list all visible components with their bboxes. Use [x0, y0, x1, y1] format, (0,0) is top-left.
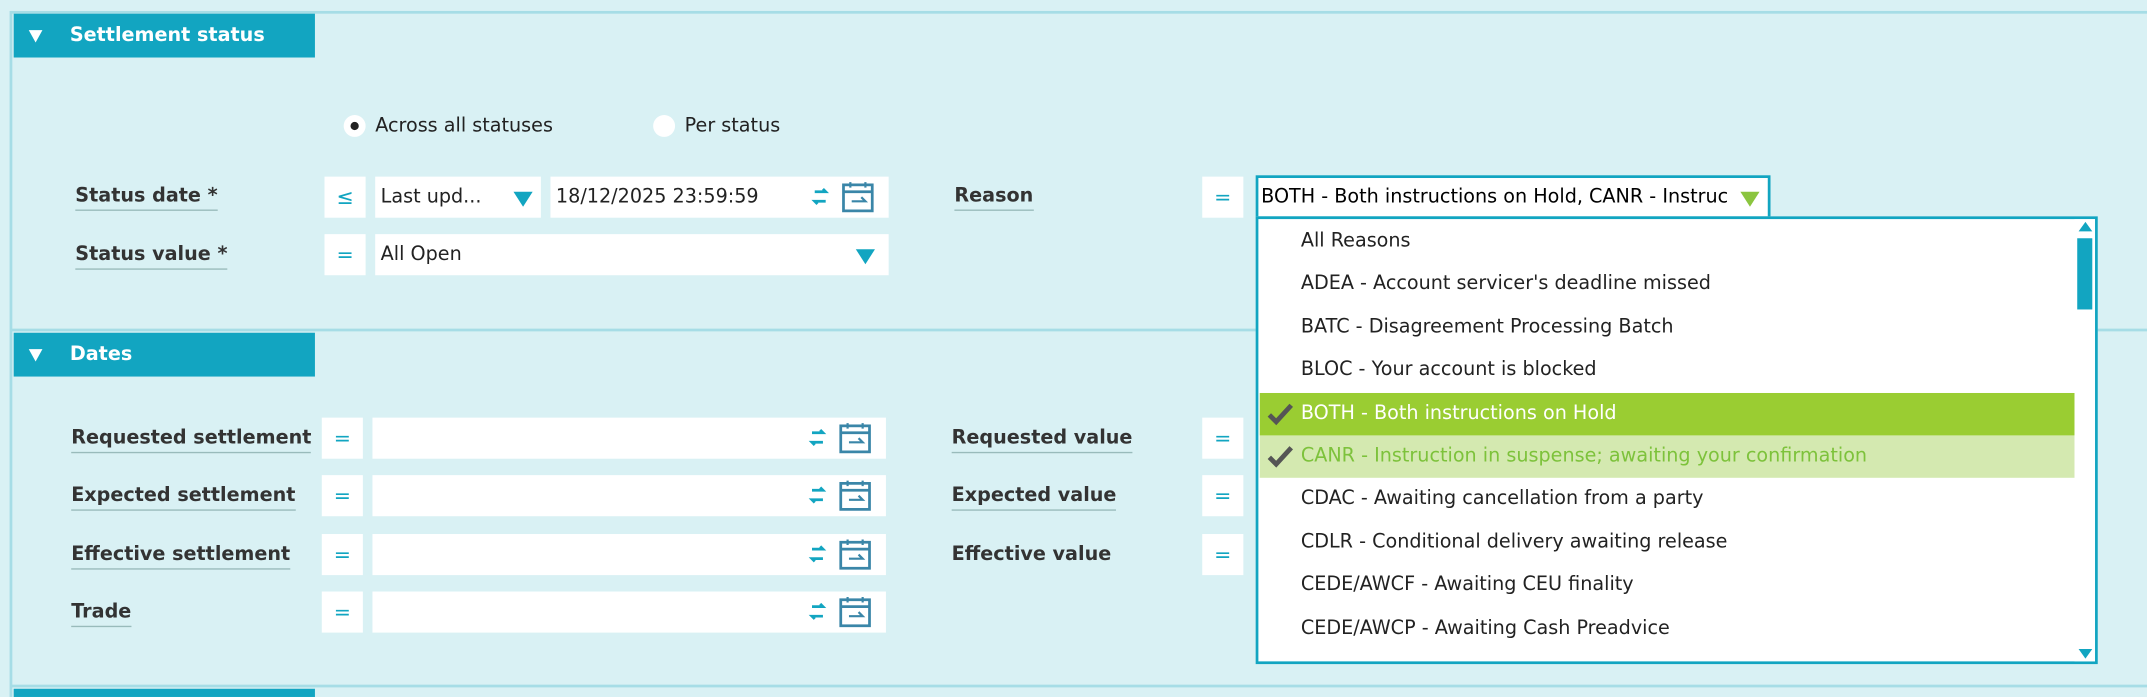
scrollbar[interactable]: [2074, 219, 2096, 662]
operator[interactable]: ≤: [324, 176, 366, 218]
item-label: BOTH - Both instructions on Hold: [1300, 402, 1617, 424]
operator[interactable]: =: [1202, 475, 1244, 517]
radio[interactable]: [343, 115, 366, 137]
operator[interactable]: =: [1202, 417, 1244, 459]
section-title: Dates: [69, 343, 133, 366]
operator[interactable]: =: [324, 234, 366, 276]
dropdown-item[interactable]: CANR - Instruction in suspense; awaiting…: [1259, 435, 2075, 479]
select[interactable]: Last upd...: [375, 176, 541, 218]
select-value: BOTH - Both instructions on Hold, CANR -…: [1261, 186, 1729, 209]
section-title: Settlement status: [69, 24, 265, 47]
field-label: Effective settlement: [71, 541, 291, 570]
multi-select[interactable]: BOTH - Both instructions on Hold, CANR -…: [1255, 175, 1771, 220]
item-label: BATC - Disagreement Processing Batch: [1300, 316, 1674, 338]
item-label: CDLR - Conditional delivery awaiting rel…: [1300, 531, 1728, 553]
radio-label: Per status: [684, 115, 781, 137]
dropdown-item[interactable]: CDAC - Awaiting cancellation from a part…: [1259, 478, 2075, 522]
radio-dot: [350, 121, 359, 131]
field-label: Expected settlement: [71, 483, 296, 512]
date-input[interactable]: [372, 591, 886, 633]
field-label: Requested value: [951, 424, 1133, 454]
dropdown-item[interactable]: ADEA - Account servicer's deadline misse…: [1259, 263, 2075, 307]
select-value: Last upd...: [380, 186, 482, 209]
section-header: [13, 688, 315, 697]
section-header[interactable]: Dates: [13, 332, 315, 377]
radio-label: Across all statuses: [375, 115, 553, 137]
date-input[interactable]: [372, 475, 886, 517]
scroll-up[interactable]: [2078, 221, 2093, 232]
operator[interactable]: =: [1202, 533, 1244, 575]
arrow: [1740, 191, 1760, 207]
check: [1267, 403, 1294, 425]
date-input[interactable]: 18/12/2025 23:59:59: [550, 176, 889, 218]
border: [9, 10, 13, 697]
dropdown-item[interactable]: BATC - Disagreement Processing Batch: [1259, 306, 2075, 350]
field-label: Status value *: [75, 241, 228, 270]
dropdown-item[interactable]: All Reasons: [1259, 220, 2075, 264]
scroll-down[interactable]: [2078, 649, 2093, 659]
item-label: ADEA - Account servicer's deadline misse…: [1300, 273, 1711, 295]
border: [10, 10, 2147, 14]
item-label: BLOC - Your account is blocked: [1300, 359, 1597, 381]
item-label: CEDE/AWCP - Awaiting Cash Preadvice: [1300, 616, 1670, 639]
operator[interactable]: =: [321, 475, 363, 517]
date-value: 18/12/2025 23:59:59: [555, 186, 759, 209]
dropdown-list: All Reasons ADEA - Account servicer's dea…: [1255, 216, 2098, 665]
operator[interactable]: =: [321, 533, 363, 575]
check: [1267, 446, 1294, 468]
item-label: CANR - Instruction in suspense; awaiting…: [1300, 445, 1868, 467]
field-label: Trade: [71, 599, 132, 628]
item-label: CDAC - Awaiting cancellation from a part…: [1300, 488, 1704, 510]
border: [10, 684, 2147, 688]
field-label: Requested settlement: [71, 424, 312, 454]
arrow: [855, 249, 875, 265]
dropdown-item[interactable]: BLOC - Your account is blocked: [1259, 349, 2075, 393]
dropdown-item[interactable]: CDLR - Conditional delivery awaiting rel…: [1259, 521, 2075, 565]
field-label: Expected value: [951, 483, 1117, 512]
date-icons[interactable]: [794, 476, 876, 517]
field-label: Reason: [954, 182, 1034, 211]
dropdown-item[interactable]: BOTH - Both instructions on Hold: [1259, 392, 2075, 436]
field-label: Effective value: [951, 543, 1112, 566]
border: [10, 328, 2147, 332]
date-icons[interactable]: [794, 534, 876, 575]
date-icons[interactable]: [794, 592, 876, 633]
radio[interactable]: [653, 115, 676, 137]
field-label: Status date *: [75, 182, 218, 211]
date-input[interactable]: [372, 533, 886, 575]
date-input[interactable]: [372, 417, 886, 459]
operator[interactable]: =: [321, 417, 363, 459]
select[interactable]: All Open: [375, 234, 889, 276]
operator[interactable]: =: [321, 591, 363, 633]
date-icons[interactable]: [794, 418, 876, 459]
dropdown-item[interactable]: CEDE/AWCP - Awaiting Cash Preadvice: [1259, 607, 2075, 651]
scroll-thumb[interactable]: [2077, 238, 2093, 310]
item-label: All Reasons: [1300, 230, 1411, 252]
date-icons[interactable]: [797, 177, 879, 218]
section-header[interactable]: Settlement status: [13, 13, 315, 58]
operator[interactable]: =: [1202, 176, 1244, 218]
item-label: CEDE/AWCF - Awaiting CEU finality: [1300, 573, 1634, 596]
arrow: [513, 191, 533, 207]
dropdown-item[interactable]: CEDE/AWCF - Awaiting CEU finality: [1259, 564, 2075, 608]
select-value: All Open: [380, 243, 462, 266]
